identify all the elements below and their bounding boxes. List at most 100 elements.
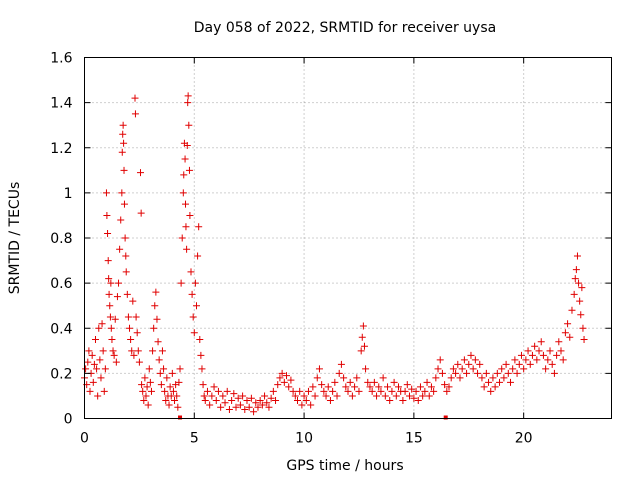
data-point [471, 356, 479, 364]
data-point [493, 369, 501, 377]
data-point [145, 365, 153, 373]
y-axis-ticks: 0 0.2 0.4 0.6 0.8 1 1.2 1.4 1.6 [50, 51, 612, 428]
data-point [443, 387, 451, 395]
data-point [267, 394, 275, 402]
data-point [90, 360, 98, 368]
data-point [320, 387, 328, 395]
data-point [278, 369, 286, 377]
data-point [412, 387, 420, 395]
data-point [322, 392, 330, 400]
data-point [546, 347, 554, 355]
data-point [302, 396, 310, 404]
data-point [106, 313, 114, 321]
data-point [217, 403, 225, 411]
data-point [526, 360, 534, 368]
data-point [537, 338, 545, 346]
data-point [460, 356, 468, 364]
data-point [351, 383, 359, 391]
data-point [195, 223, 203, 231]
data-point [129, 297, 137, 305]
data-point [225, 405, 233, 413]
data-point [445, 383, 453, 391]
data-point [107, 279, 115, 287]
data-point [107, 324, 115, 332]
data-point [122, 252, 130, 260]
data-point [119, 121, 127, 129]
data-point [340, 374, 348, 382]
data-point [250, 408, 258, 416]
data-point [258, 401, 266, 409]
data-point [478, 374, 486, 382]
data-point [85, 347, 93, 355]
data-point [463, 369, 471, 377]
data-point [515, 360, 523, 368]
data-point [163, 374, 171, 382]
data-point [184, 99, 192, 107]
data-point [571, 275, 579, 283]
data-point [158, 347, 166, 355]
gap-marker [443, 415, 448, 420]
gap-marker [178, 415, 183, 420]
data-point [84, 358, 92, 366]
data-point [108, 336, 116, 344]
data-point [469, 365, 477, 373]
data-point [504, 369, 512, 377]
data-point [357, 347, 365, 355]
data-point [580, 336, 588, 344]
data-point [313, 374, 321, 382]
data-point [128, 347, 136, 355]
data-point [535, 347, 543, 355]
data-point [500, 374, 508, 382]
data-point [293, 396, 301, 404]
data-point [106, 302, 114, 310]
data-point [232, 403, 240, 411]
data-point [247, 394, 255, 402]
y-tick-label: 0.2 [50, 366, 72, 382]
data-point [91, 336, 99, 344]
data-point [506, 378, 514, 386]
data-point [93, 365, 101, 373]
data-point [544, 356, 552, 364]
data-point [531, 342, 539, 350]
data-point [176, 365, 184, 373]
data-point [111, 315, 119, 323]
data-point [199, 381, 207, 389]
data-point [174, 403, 182, 411]
data-point [210, 383, 218, 391]
data-point [178, 234, 186, 242]
data-point [181, 155, 189, 163]
data-point [177, 279, 185, 287]
data-point [577, 311, 585, 319]
data-point [410, 394, 418, 402]
gap-markers [178, 415, 448, 420]
data-point [285, 383, 293, 391]
data-point [194, 252, 202, 260]
data-point [175, 378, 183, 386]
data-point [289, 387, 297, 395]
data-point [98, 320, 106, 328]
data-point [147, 387, 155, 395]
data-point [123, 290, 131, 298]
data-point [522, 356, 530, 364]
data-point [456, 374, 464, 382]
data-point [201, 396, 209, 404]
data-point [112, 358, 120, 366]
data-point [287, 376, 295, 384]
chart-title: Day 058 of 2022, SRMTID for receiver uys… [194, 20, 496, 36]
data-point [153, 315, 161, 323]
data-point [118, 189, 126, 197]
data-point [104, 257, 112, 265]
data-point [482, 369, 490, 377]
data-point [179, 189, 187, 197]
data-point [206, 401, 214, 409]
data-point [561, 329, 569, 337]
data-point [120, 139, 128, 147]
data-point [120, 200, 128, 208]
data-point [368, 387, 376, 395]
data-point [307, 401, 315, 409]
data-point [188, 290, 196, 298]
data-point [358, 333, 366, 341]
data-point [263, 399, 271, 407]
data-point [324, 383, 332, 391]
data-point [144, 401, 152, 409]
